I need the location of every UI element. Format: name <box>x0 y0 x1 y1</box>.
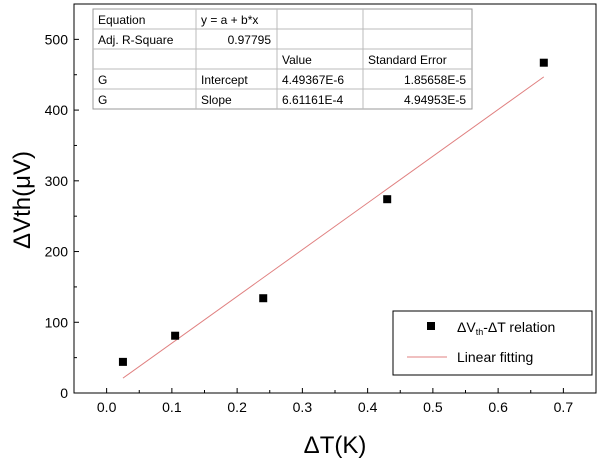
y-tick-label: 0 <box>60 385 68 401</box>
x-tick-label: 0.4 <box>358 399 378 415</box>
y-tick-label: 400 <box>45 102 69 118</box>
y-tick-label: 500 <box>45 31 69 47</box>
table-cell: G <box>98 73 107 87</box>
x-tick-label: 0.1 <box>162 399 182 415</box>
data-point <box>171 331 180 340</box>
table-cell: y = a + b*x <box>201 13 258 27</box>
data-point <box>383 195 392 204</box>
y-tick-label: 200 <box>45 244 69 260</box>
table-cell: 4.49367E-6 <box>282 73 344 87</box>
table-cell: 1.85658E-5 <box>404 73 466 87</box>
data-point <box>539 58 548 67</box>
table-cell: Slope <box>201 93 232 107</box>
x-tick-label: 0.3 <box>293 399 313 415</box>
x-tick-label: 0.6 <box>488 399 508 415</box>
table-cell: Standard Error <box>368 53 447 67</box>
legend-label-relation-rest: -ΔT relation <box>483 319 555 335</box>
legend: ΔVth-ΔT relation Linear fitting <box>392 310 593 376</box>
table-cell: Value <box>282 53 312 67</box>
fit-results-table: Equation y = a + b*x Adj. R-Square 0.97795 V… <box>92 8 473 110</box>
y-tick-label: 100 <box>45 314 69 330</box>
data-points <box>118 58 548 366</box>
table-cell: Equation <box>98 13 145 27</box>
x-tick-label: 0.5 <box>423 399 443 415</box>
table-cell: 0.97795 <box>228 33 272 47</box>
table-cell: Intercept <box>201 73 248 87</box>
data-point <box>259 294 268 303</box>
table-cell: 4.94953E-5 <box>404 93 466 107</box>
legend-label-relation: ΔVth-ΔT relation <box>457 319 555 337</box>
y-axis-title: ΔVth(μV) <box>9 151 36 249</box>
y-axis-ticks: 0 100 200 300 400 500 <box>45 31 79 401</box>
linear-fit-line <box>122 76 545 379</box>
legend-box <box>392 310 593 376</box>
table-cell: G <box>98 93 107 107</box>
legend-label-relation-sub: th <box>476 327 484 337</box>
x-tick-label: 0.7 <box>554 399 574 415</box>
y-tick-label: 300 <box>45 173 69 189</box>
legend-label-fit: Linear fitting <box>457 349 533 365</box>
legend-label-relation-main: ΔV <box>457 319 476 335</box>
x-tick-label: 0.0 <box>97 399 117 415</box>
table-cell: 6.61161E-4 <box>282 93 343 107</box>
x-tick-label: 0.2 <box>227 399 247 415</box>
data-point <box>118 357 127 366</box>
x-axis-title: ΔT(K) <box>304 432 367 459</box>
table-frame <box>92 8 473 110</box>
table-cell: Adj. R-Square <box>98 33 174 47</box>
x-axis-ticks: 0.0 0.1 0.2 0.3 0.4 0.5 0.6 0.7 <box>73 388 597 415</box>
legend-marker-square <box>427 322 435 330</box>
